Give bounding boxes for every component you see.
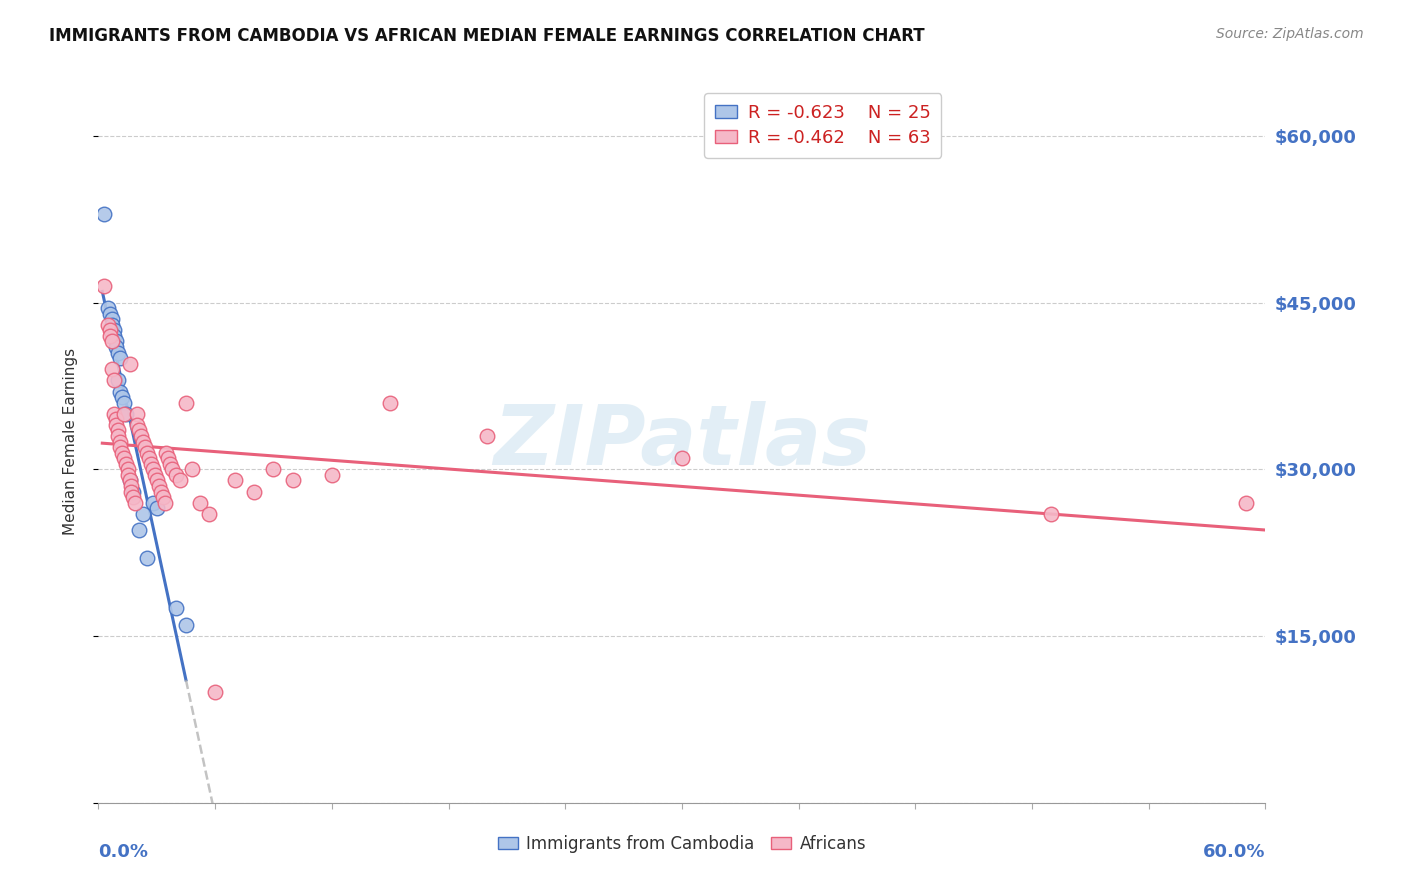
- Point: [124, 496, 146, 510]
- Point: [224, 474, 246, 488]
- Point: [112, 407, 135, 421]
- Point: [165, 467, 187, 482]
- Point: [165, 601, 187, 615]
- Point: [104, 340, 127, 354]
- Point: [112, 451, 135, 466]
- Point: [112, 395, 135, 409]
- Point: [98, 307, 121, 321]
- Point: [281, 474, 304, 488]
- Point: [153, 496, 176, 510]
- Point: [136, 445, 159, 459]
- Point: [146, 474, 169, 488]
- Point: [134, 440, 156, 454]
- Point: [114, 457, 136, 471]
- Point: [98, 323, 121, 337]
- Point: [114, 407, 136, 421]
- Point: [108, 440, 131, 454]
- Point: [101, 318, 124, 332]
- Point: [108, 434, 131, 449]
- Point: [157, 451, 180, 466]
- Point: [169, 474, 191, 488]
- Point: [149, 484, 172, 499]
- Point: [122, 484, 145, 499]
- Point: [117, 462, 139, 476]
- Point: [107, 424, 129, 438]
- Point: [174, 618, 197, 632]
- Point: [122, 490, 145, 504]
- Point: [188, 496, 211, 510]
- Point: [159, 457, 181, 471]
- Point: [104, 412, 127, 426]
- Point: [104, 417, 127, 432]
- Point: [243, 484, 266, 499]
- Point: [321, 467, 343, 482]
- Point: [162, 462, 184, 476]
- Point: [132, 507, 155, 521]
- Text: IMMIGRANTS FROM CAMBODIA VS AFRICAN MEDIAN FEMALE EARNINGS CORRELATION CHART: IMMIGRANTS FROM CAMBODIA VS AFRICAN MEDI…: [49, 27, 925, 45]
- Point: [136, 551, 159, 566]
- Point: [111, 445, 134, 459]
- Point: [129, 429, 152, 443]
- Point: [103, 323, 125, 337]
- Point: [148, 479, 170, 493]
- Point: [1234, 496, 1257, 510]
- Point: [198, 507, 221, 521]
- Point: [128, 424, 150, 438]
- Text: ZIPatlas: ZIPatlas: [494, 401, 870, 482]
- Point: [103, 373, 125, 387]
- Legend: Immigrants from Cambodia, Africans: Immigrants from Cambodia, Africans: [491, 828, 873, 860]
- Point: [180, 462, 202, 476]
- Point: [139, 457, 162, 471]
- Point: [477, 429, 499, 443]
- Point: [107, 345, 129, 359]
- Point: [127, 417, 149, 432]
- Point: [98, 329, 121, 343]
- Point: [93, 207, 115, 221]
- Point: [111, 390, 134, 404]
- Point: [127, 407, 149, 421]
- Point: [103, 329, 125, 343]
- Point: [103, 407, 125, 421]
- Point: [108, 384, 131, 399]
- Point: [121, 479, 143, 493]
- Point: [146, 501, 169, 516]
- Point: [1040, 507, 1063, 521]
- Point: [93, 279, 115, 293]
- Text: Source: ZipAtlas.com: Source: ZipAtlas.com: [1216, 27, 1364, 41]
- Point: [121, 484, 143, 499]
- Point: [380, 395, 402, 409]
- Text: 60.0%: 60.0%: [1204, 843, 1265, 861]
- Point: [101, 362, 124, 376]
- Point: [143, 467, 166, 482]
- Point: [204, 684, 226, 698]
- Point: [108, 351, 131, 366]
- Point: [142, 462, 165, 476]
- Point: [104, 334, 127, 349]
- Point: [155, 445, 177, 459]
- Point: [97, 301, 120, 315]
- Point: [132, 434, 155, 449]
- Point: [118, 474, 141, 488]
- Point: [174, 395, 197, 409]
- Point: [118, 474, 141, 488]
- Point: [107, 373, 129, 387]
- Point: [97, 318, 120, 332]
- Point: [138, 451, 160, 466]
- Point: [101, 312, 124, 326]
- Point: [142, 496, 165, 510]
- Point: [671, 451, 693, 466]
- Point: [152, 490, 174, 504]
- Point: [101, 334, 124, 349]
- Point: [107, 429, 129, 443]
- Text: 0.0%: 0.0%: [98, 843, 149, 861]
- Point: [262, 462, 284, 476]
- Point: [128, 524, 150, 538]
- Point: [117, 467, 139, 482]
- Point: [118, 357, 141, 371]
- Y-axis label: Median Female Earnings: Median Female Earnings: [63, 348, 77, 535]
